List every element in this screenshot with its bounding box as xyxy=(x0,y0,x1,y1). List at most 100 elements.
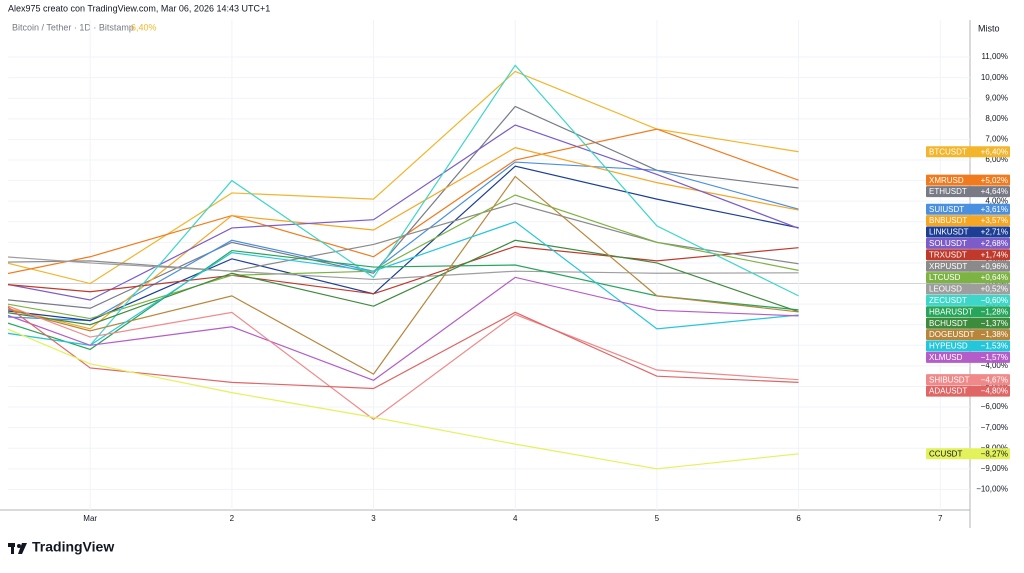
series-line xyxy=(8,276,799,381)
y-tick-label: −8,00% xyxy=(981,443,1008,452)
x-tick-label: 3 xyxy=(371,514,376,523)
end-label-box xyxy=(926,226,1010,238)
legend-entry: SUIUSDT xyxy=(929,205,964,214)
x-tick-label: 5 xyxy=(655,514,660,523)
data-label: +2,71% xyxy=(981,228,1008,237)
x-tick-label: 6 xyxy=(796,514,801,523)
data-label: −1,28% xyxy=(981,307,1008,316)
y-tick-label: 11,00% xyxy=(981,52,1008,61)
series-line xyxy=(8,194,799,320)
series-line xyxy=(8,124,799,301)
legend-entry: XMRUSD xyxy=(929,176,964,185)
end-label: ZECUSDT −0,60% xyxy=(926,294,1010,306)
legend-entry: LINKUSDT xyxy=(929,228,969,237)
end-label: BTCUSDT +6,40% xyxy=(926,146,1010,158)
y-tick-label: 10,00% xyxy=(981,73,1008,82)
grid xyxy=(8,20,970,510)
end-label: CCUSDT −8,27% xyxy=(926,448,1010,460)
end-label-box xyxy=(926,374,1010,386)
y-tick-label: 9,00% xyxy=(985,93,1008,102)
y-tick-label: −6,00% xyxy=(981,402,1008,411)
end-label-box xyxy=(926,272,1010,284)
y-tick-label: −10,00% xyxy=(976,485,1008,494)
logo: TradingView xyxy=(8,539,114,555)
end-label: ADAUSDT −4,80% xyxy=(926,385,1010,397)
end-label-box xyxy=(926,146,1010,158)
series-line xyxy=(8,175,799,375)
data-label: +0,96% xyxy=(981,262,1008,271)
series-line xyxy=(8,306,799,390)
end-label: DOGEUSDT −1,38% xyxy=(926,329,1010,341)
end-label-box xyxy=(926,294,1010,306)
series-line xyxy=(8,128,799,275)
end-label: XLMUSD −1,57% xyxy=(926,351,1010,363)
end-label: SOLUSDT +2,68% xyxy=(926,237,1010,249)
legend-entry: HYPEUSD xyxy=(929,342,968,351)
end-label-box xyxy=(926,174,1010,186)
x-tick-label: 7 xyxy=(938,514,943,523)
y-tick-label: −7,00% xyxy=(981,423,1008,432)
series-line xyxy=(8,147,799,330)
end-label-box xyxy=(926,203,1010,215)
logo-mark xyxy=(17,544,21,548)
data-label: −4,80% xyxy=(981,387,1008,396)
x-tick-label: 2 xyxy=(230,514,235,523)
end-label-box xyxy=(926,306,1010,318)
end-label-box xyxy=(926,329,1010,341)
end-label-box xyxy=(926,283,1010,295)
end-label-box xyxy=(926,351,1010,363)
series-line xyxy=(8,256,799,281)
series-line xyxy=(8,161,799,322)
data-label: +4,64% xyxy=(981,187,1008,196)
end-label: XRPUSDT +0,96% xyxy=(926,260,1010,272)
data-label: +0,64% xyxy=(981,273,1008,282)
data-label: +5,02% xyxy=(981,176,1008,185)
end-label: LEOUSD +0,52% xyxy=(926,283,1010,295)
end-label-box xyxy=(926,317,1010,329)
legend-entry: ADAUSDT xyxy=(929,387,967,396)
legend-entry: XRPUSDT xyxy=(929,262,967,271)
x-tick-label: 4 xyxy=(513,514,518,523)
end-label-box xyxy=(926,260,1010,272)
legend-entry: LEOUSD xyxy=(929,285,962,294)
end-label: SHIBUSDT −4,67% xyxy=(926,374,1010,386)
chart-title: Bitcoin / Tether · 1D · Bitstamp xyxy=(12,22,134,32)
end-label-box xyxy=(926,249,1010,261)
end-label-box xyxy=(926,340,1010,352)
data-label: −0,60% xyxy=(981,296,1008,305)
legend-entry: CCUSDT xyxy=(929,449,962,458)
data-label: −1,37% xyxy=(981,319,1008,328)
end-label: ETHUSDT +4,64% xyxy=(926,186,1010,198)
legend-entry: HBARUSDT xyxy=(929,307,973,316)
series-line xyxy=(8,305,799,421)
end-label: TRXUSDT +1,74% xyxy=(926,249,1010,261)
data-label: −1,38% xyxy=(981,330,1008,339)
data-label: +1,74% xyxy=(981,250,1008,259)
x-tick-label: Mar xyxy=(83,514,97,523)
series-line xyxy=(8,249,799,351)
series-line xyxy=(8,239,799,326)
data-label: −8,27% xyxy=(981,449,1008,458)
legend-entry: XLMUSD xyxy=(929,353,963,362)
attribution: Alex975 creato con TradingView.com, Mar … xyxy=(8,3,270,13)
end-label-box xyxy=(926,448,1010,460)
data-label: +3,57% xyxy=(981,216,1008,225)
logo-text: TradingView xyxy=(32,539,114,555)
legend-entry: ETHUSDT xyxy=(929,187,967,196)
y-tick-label: 6,00% xyxy=(985,155,1008,164)
legend-entry: BNBUSDT xyxy=(929,216,967,225)
data-label: −4,67% xyxy=(981,375,1008,384)
data-label: +0,52% xyxy=(981,285,1008,294)
series-line xyxy=(8,328,799,470)
y-axis-label: Misto xyxy=(978,23,1000,33)
data-label: +2,68% xyxy=(981,239,1008,248)
data-label: −1,57% xyxy=(981,353,1008,362)
y-tick-label: 8,00% xyxy=(985,114,1008,123)
y-tick-label: 0,00% xyxy=(985,279,1008,288)
end-label: HYPEUSD −1,53% xyxy=(926,340,1010,352)
y-tick-label: −9,00% xyxy=(981,464,1008,473)
end-label-box xyxy=(926,186,1010,198)
end-label: HBARUSDT −1,28% xyxy=(926,306,1010,318)
end-label-box xyxy=(926,215,1010,227)
